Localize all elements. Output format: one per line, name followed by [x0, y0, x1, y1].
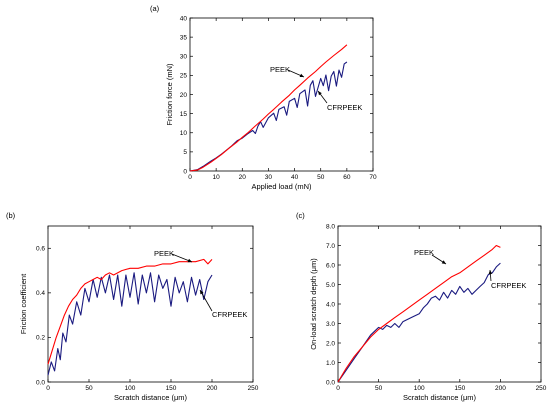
panel-label: (b) — [6, 211, 16, 220]
y-axis-label: On-load scratch depth (μm) — [309, 258, 318, 350]
annotation-arrowhead — [200, 290, 204, 295]
x-tick-label: 30 — [265, 174, 273, 181]
annotation-arrowhead — [441, 260, 446, 264]
y-tick-label: 0 — [183, 168, 187, 175]
y-tick-label: 0.4 — [36, 290, 45, 297]
x-tick-label: 60 — [343, 174, 351, 181]
plot-frame — [337, 225, 542, 383]
chart-panel-2: (b) 0 50 100 150 200 250 0.0 0.2 0.4 0.6 Scratch di… — [6, 211, 259, 402]
y-tick-label: 35 — [180, 34, 188, 41]
x-tick-label: 50 — [317, 174, 325, 181]
y-tick-label: 15 — [180, 111, 188, 118]
series-line-cfrpeek — [47, 272, 213, 376]
series-line-peek — [337, 244, 501, 383]
annotation-label: CFRPEEK — [327, 103, 362, 112]
y-axis-label: Friction force (mN) — [165, 63, 174, 126]
annotation-arrowhead — [299, 73, 304, 77]
y-tick-label: 3.0 — [326, 321, 335, 328]
series-line-cfrpeek — [337, 262, 501, 383]
y-axis-label: Friction coefficient — [19, 273, 28, 334]
y-tick-label: 7.0 — [326, 243, 335, 250]
y-tick-label: 0.2 — [36, 335, 45, 342]
x-tick-label: 200 — [495, 385, 506, 392]
x-tick-label: 250 — [248, 385, 259, 392]
x-axis-label: Applied load (mN) — [251, 182, 312, 191]
x-tick-label: 250 — [536, 385, 547, 392]
y-tick-label: 5 — [183, 149, 187, 156]
y-tick-label: 25 — [180, 73, 188, 80]
annotation-label: CFRPEEK — [491, 281, 526, 290]
y-tick-label: 0.6 — [36, 246, 45, 253]
y-tick-label: 20 — [180, 92, 188, 99]
x-tick-label: 0 — [46, 385, 50, 392]
y-tick-label: 6.0 — [326, 262, 335, 269]
annotation-label: PEEK — [154, 249, 174, 258]
annotation-arrowhead — [318, 91, 322, 96]
y-tick-label: 2.0 — [326, 340, 335, 347]
y-tick-label: 0.0 — [36, 379, 45, 386]
x-tick-label: 150 — [454, 385, 465, 392]
x-tick-label: 0 — [336, 385, 340, 392]
y-tick-label: 5.0 — [326, 282, 335, 289]
annotation-arrowhead — [187, 258, 192, 263]
chart-panel-1: (a)0 10 20 30 40 50 60 700510152025303540Applie… — [150, 4, 377, 191]
y-tick-label: 40 — [180, 15, 188, 22]
x-tick-label: 20 — [239, 174, 247, 181]
x-tick-label: 200 — [207, 385, 218, 392]
annotation-label: PEEK — [414, 248, 434, 257]
x-tick-label: 100 — [414, 385, 425, 392]
plot-frame — [189, 17, 374, 172]
series-line-peek — [47, 258, 213, 365]
y-tick-label: 30 — [180, 54, 188, 61]
y-tick-label: 8.0 — [326, 223, 335, 230]
x-tick-label: 50 — [375, 385, 383, 392]
annotation-label: CFRPEEK — [212, 310, 247, 319]
annotation-label: PEEK — [270, 65, 290, 74]
x-tick-label: 50 — [85, 385, 93, 392]
panel-label: (a) — [150, 4, 160, 13]
x-tick-label: 150 — [166, 385, 177, 392]
x-axis-label: Scratch distance (μm) — [114, 393, 188, 402]
x-tick-label: 100 — [125, 385, 136, 392]
panel-label: (c) — [296, 211, 305, 220]
series-line-cfrpeek — [189, 61, 348, 172]
y-tick-label: 0.0 — [326, 379, 335, 386]
annotation-arrowhead — [488, 270, 493, 275]
y-tick-label: 1.0 — [326, 360, 335, 367]
plot-frame — [47, 225, 254, 383]
y-tick-label: 4.0 — [326, 301, 335, 308]
x-tick-label: 70 — [369, 174, 377, 181]
chart-panel-3: (c) 0 50 100 150 200 250 0.0 1.0 2.0 3.0 4.0 5.0 6.0 7… — [296, 211, 547, 402]
series-line-peek — [189, 44, 348, 172]
x-axis-label: Scratch distance (μm) — [403, 393, 477, 402]
x-tick-label: 10 — [213, 174, 221, 181]
y-tick-label: 10 — [180, 130, 188, 137]
x-tick-label: 0 — [188, 174, 192, 181]
annotation-arrow — [199, 289, 213, 312]
x-tick-label: 40 — [291, 174, 299, 181]
